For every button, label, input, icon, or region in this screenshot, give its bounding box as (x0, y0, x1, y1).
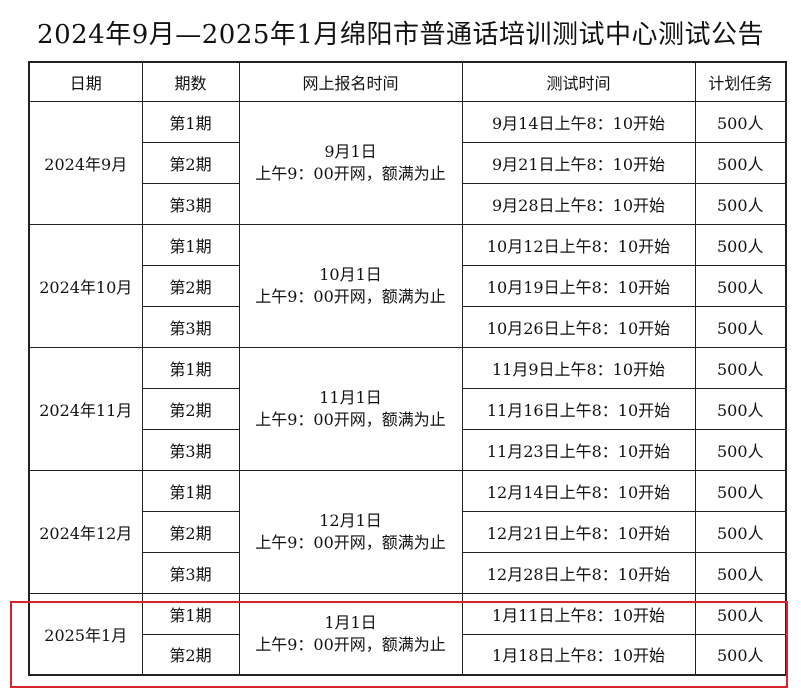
header-quota: 计划任务 (694, 61, 787, 102)
register-date: 11月1日 (319, 387, 382, 407)
table-row: 第3期 12月28日上午8：10开始 500人 (29, 551, 787, 594)
quota-cell: 500人 (694, 264, 787, 307)
month-cell: 2024年9月 (28, 100, 143, 225)
test-time-cell: 9月14日上午8：10开始 (461, 100, 696, 143)
test-time-cell: 12月14日上午8：10开始 (461, 469, 696, 512)
register-note: 上午9：00开网，额满为止 (255, 163, 446, 183)
schedule-table: 日期 期数 网上报名时间 测试时间 计划任务 2024年9月 第1期 9月1日 … (28, 61, 787, 676)
table-row: 2024年11月 第1期 11月1日 上午9：00开网，额满为止 11月9日上午… (28, 346, 787, 471)
session-cell: 第2期 (141, 264, 240, 307)
quota-cell: 500人 (694, 633, 787, 676)
table-row: 第2期 1月18日上午8：10开始 500人 (29, 633, 787, 676)
test-time-cell: 1月11日上午8：10开始 (461, 592, 696, 635)
table-row: 2024年10月 第1期 10月1日 上午9：00开网，额满为止 10月12日上… (28, 223, 787, 348)
quota-cell: 500人 (694, 551, 787, 594)
session-cell: 第1期 (141, 100, 240, 143)
table-row: 2024年12月 第1期 12月1日 上午9：00开网，额满为止 12月14日上… (28, 469, 787, 594)
register-cell: 11月1日 上午9：00开网，额满为止 (238, 346, 463, 471)
page-title: 2024年9月—2025年1月绵阳市普通话培训测试中心测试公告 (37, 20, 764, 50)
session-cell: 第1期 (141, 346, 240, 389)
register-note: 上午9：00开网，额满为止 (255, 286, 446, 306)
test-time-cell: 10月26日上午8：10开始 (461, 305, 696, 348)
session-cell: 第2期 (141, 141, 240, 184)
header-test-time: 测试时间 (461, 61, 696, 102)
register-cell: 12月1日 上午9：00开网，额满为止 (238, 469, 463, 594)
quota-cell: 500人 (694, 346, 787, 389)
register-cell: 9月1日 上午9：00开网，额满为止 (238, 100, 463, 225)
table-row: 第2期 12月21日上午8：10开始 500人 (29, 510, 787, 553)
session-cell: 第3期 (141, 182, 240, 225)
quota-cell: 500人 (694, 182, 787, 225)
session-cell: 第2期 (141, 510, 240, 553)
table-row: 第3期 9月28日上午8：10开始 500人 (29, 182, 787, 225)
register-note: 上午9：00开网，额满为止 (255, 409, 446, 429)
quota-cell: 500人 (694, 387, 787, 430)
quota-cell: 500人 (694, 428, 787, 471)
register-note: 上午9：00开网，额满为止 (255, 532, 446, 552)
register-cell: 10月1日 上午9：00开网，额满为止 (238, 223, 463, 348)
table-row: 第3期 11月23日上午8：10开始 500人 (29, 428, 787, 471)
quota-cell: 500人 (694, 469, 787, 512)
table-row: 2025年1月 第1期 1月1日 上午9：00开网，额满为止 1月11日上午8：… (28, 592, 787, 676)
test-time-cell: 9月21日上午8：10开始 (461, 141, 696, 184)
table-row: 2024年9月 第1期 9月1日 上午9：00开网，额满为止 9月14日上午8：… (28, 100, 787, 225)
quota-cell: 500人 (694, 100, 787, 143)
register-date: 9月1日 (324, 141, 377, 161)
header-session: 期数 (141, 61, 240, 102)
quota-cell: 500人 (694, 223, 787, 266)
test-time-cell: 9月28日上午8：10开始 (461, 182, 696, 225)
month-cell: 2025年1月 (28, 592, 143, 676)
test-time-cell: 11月23日上午8：10开始 (461, 428, 696, 471)
session-cell: 第2期 (141, 387, 240, 430)
register-cell: 1月1日 上午9：00开网，额满为止 (238, 592, 463, 676)
month-cell: 2024年10月 (28, 223, 143, 348)
table-row: 第2期 10月19日上午8：10开始 500人 (29, 264, 787, 307)
quota-cell: 500人 (694, 141, 787, 184)
session-cell: 第1期 (141, 469, 240, 512)
test-time-cell: 1月18日上午8：10开始 (461, 633, 696, 676)
month-cell: 2024年11月 (28, 346, 143, 471)
test-time-cell: 12月28日上午8：10开始 (461, 551, 696, 594)
test-time-cell: 10月12日上午8：10开始 (461, 223, 696, 266)
session-cell: 第3期 (141, 305, 240, 348)
header-date: 日期 (28, 61, 143, 102)
register-date: 10月1日 (319, 264, 382, 284)
session-cell: 第1期 (141, 223, 240, 266)
register-date: 1月1日 (324, 612, 377, 632)
test-time-cell: 11月9日上午8：10开始 (461, 346, 696, 389)
test-time-cell: 11月16日上午8：10开始 (461, 387, 696, 430)
header-register: 网上报名时间 (238, 61, 463, 102)
test-time-cell: 10月19日上午8：10开始 (461, 264, 696, 307)
quota-cell: 500人 (694, 510, 787, 553)
month-cell: 2024年12月 (28, 469, 143, 594)
table-header-row: 日期 期数 网上报名时间 测试时间 计划任务 (28, 61, 787, 102)
table-row: 第2期 11月16日上午8：10开始 500人 (29, 387, 787, 430)
quota-cell: 500人 (694, 305, 787, 348)
test-time-cell: 12月21日上午8：10开始 (461, 510, 696, 553)
quota-cell: 500人 (694, 592, 787, 635)
session-cell: 第3期 (141, 551, 240, 594)
table-row: 第2期 9月21日上午8：10开始 500人 (29, 141, 787, 184)
register-date: 12月1日 (319, 510, 382, 530)
table-row: 第3期 10月26日上午8：10开始 500人 (29, 305, 787, 348)
register-note: 上午9：00开网，额满为止 (255, 634, 446, 654)
session-cell: 第1期 (141, 592, 240, 635)
session-cell: 第3期 (141, 428, 240, 471)
session-cell: 第2期 (141, 633, 240, 676)
